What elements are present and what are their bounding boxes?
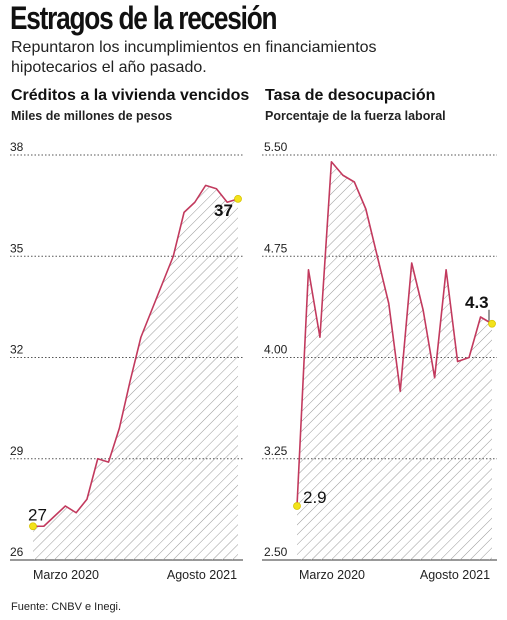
y-tick-label: 26 bbox=[10, 545, 24, 559]
y-tick-label: 5.50 bbox=[264, 140, 288, 154]
y-tick-label: 35 bbox=[10, 241, 24, 255]
chart-2-subtitle: Porcentaje de la fuerza laboral bbox=[265, 109, 446, 123]
chart-1-subtitle: Miles de millones de pesos bbox=[11, 109, 173, 123]
area-fill bbox=[297, 161, 492, 560]
y-tick-label: 2.50 bbox=[264, 545, 288, 559]
source-note: Fuente: CNBV e Inegi. bbox=[11, 601, 122, 613]
chart-1: 26 29 32 35 38 Marzo 2020 Agosto 2021 27 37 bbox=[10, 140, 243, 582]
data-point-marker bbox=[234, 194, 242, 203]
chart-1-title: Créditos a la vivienda vencidos bbox=[11, 87, 250, 104]
data-label: 4.3 bbox=[465, 293, 489, 312]
data-label: 37 bbox=[214, 201, 233, 220]
series-line bbox=[33, 184, 239, 528]
area-fill bbox=[33, 185, 238, 560]
y-tick-label: 29 bbox=[10, 444, 24, 458]
data-label: 2.9 bbox=[303, 488, 327, 507]
series-line bbox=[296, 160, 493, 507]
page-title: Estragos de la recesión bbox=[10, 0, 278, 36]
data-label: 27 bbox=[28, 505, 47, 524]
data-point-marker bbox=[29, 522, 37, 531]
x-tick-label: Marzo 2020 bbox=[33, 568, 99, 582]
chart-2: 2.50 3.25 4.00 4.75 5.50 Marzo 2020 Agosto 202… bbox=[262, 140, 497, 582]
y-tick-label: 4.75 bbox=[264, 241, 288, 255]
x-tick-label: Agosto 2021 bbox=[167, 568, 237, 582]
data-point-marker bbox=[293, 502, 301, 510]
x-tick-label: Agosto 2021 bbox=[420, 568, 490, 582]
y-tick-label: 32 bbox=[10, 343, 24, 357]
y-tick-label: 4.00 bbox=[264, 343, 288, 357]
y-tick-label: 3.25 bbox=[264, 444, 288, 458]
page-subtitle: Repuntaron los incumplimientos en financ… bbox=[11, 39, 377, 76]
chart-2-title: Tasa de desocupación bbox=[265, 87, 436, 104]
data-point-marker bbox=[488, 319, 496, 328]
x-tick-label: Marzo 2020 bbox=[299, 568, 365, 582]
y-tick-label: 38 bbox=[10, 140, 24, 154]
